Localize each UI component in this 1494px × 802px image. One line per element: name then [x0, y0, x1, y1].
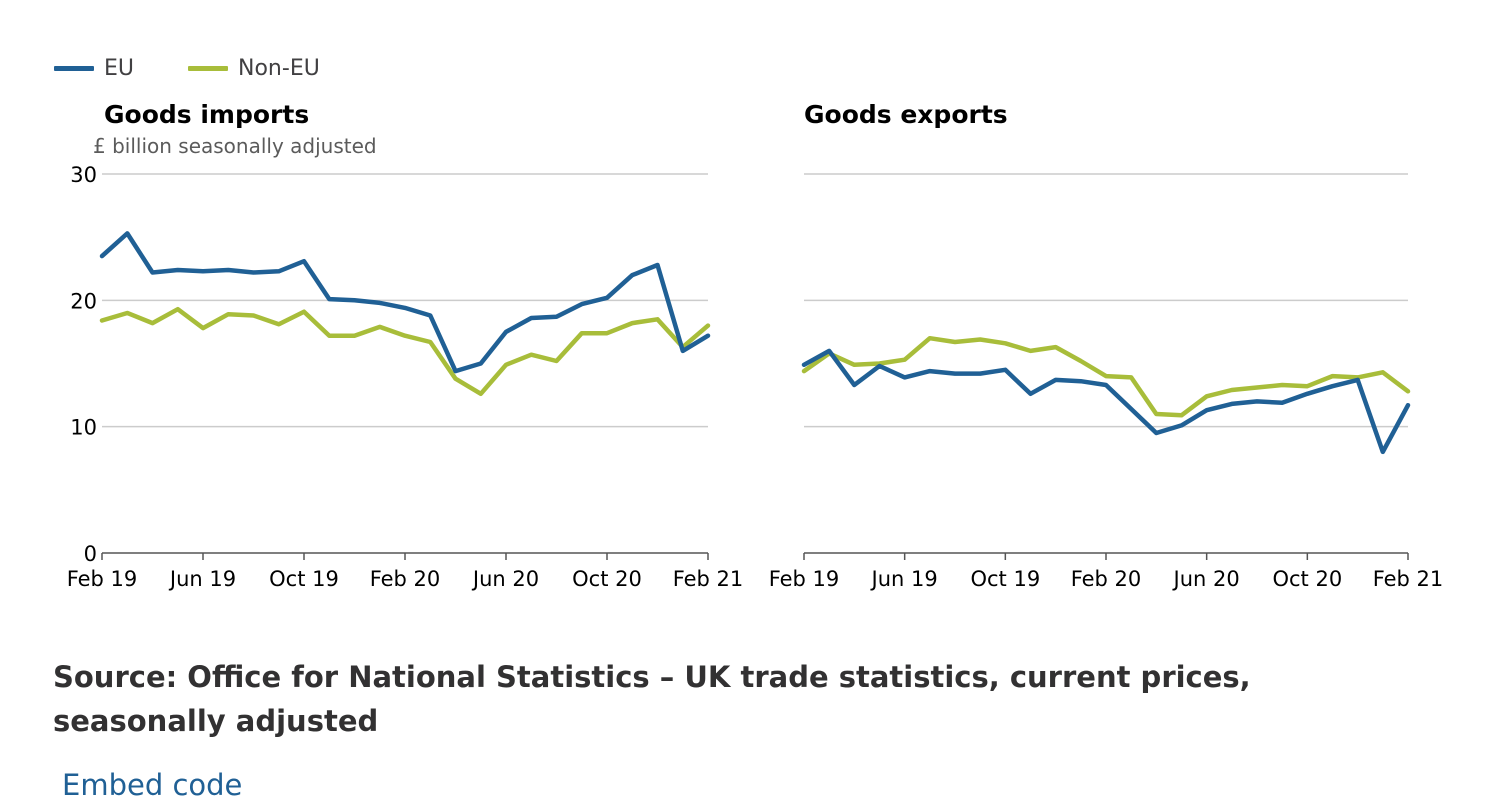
series-line-exports-non-eu — [801, 335, 1411, 418]
x-tick-label-exports-oct-20: Oct 20 — [1272, 567, 1342, 591]
x-tick-label-exports-jun-19: Jun 19 — [870, 567, 938, 591]
legend-swatch-non-eu — [188, 65, 229, 71]
x-tick-label-exports-oct-19: Oct 19 — [970, 567, 1040, 591]
legend-item-non-eu: Non-EU — [188, 56, 320, 81]
x-tick-label-imports-feb-21: Feb 21 — [673, 567, 744, 591]
chart-subtitle-imports: £ billion seasonally adjusted — [93, 134, 377, 158]
source-note: Source: Office for National Statistics –… — [53, 660, 1251, 738]
legend-swatch-eu — [54, 65, 94, 71]
embed-code-link[interactable]: Embed code — [62, 768, 243, 802]
series-line-imports-eu — [99, 231, 711, 374]
chart-legend: EU Non-EU — [54, 54, 374, 82]
chart-panel-exports: Goods exports Feb 19 Jun 19 Oct 19 Feb 20 Jun… — [769, 100, 1444, 591]
x-tick-label-imports-oct-20: Oct 20 — [572, 567, 642, 591]
x-tick-label-exports-feb-19: Feb 19 — [769, 567, 840, 591]
x-tick-label-imports-oct-19: Oct 19 — [269, 567, 339, 591]
x-tick-label-imports-feb-19: Feb 19 — [67, 567, 138, 591]
series-line-exports-eu — [801, 348, 1411, 455]
series-line-imports-non-eu — [99, 306, 711, 397]
x-tick-label-imports-jun-19: Jun 19 — [168, 567, 236, 591]
chart-title-exports: Goods exports — [804, 100, 1008, 129]
chart-area: Goods imports £ billion seasonally adjust… — [67, 100, 1444, 591]
legend-label-non-eu: Non-EU — [238, 55, 320, 81]
chart-panel-imports: Goods imports £ billion seasonally adjust… — [67, 100, 744, 591]
x-tick-label-exports-jun-20: Jun 20 — [1172, 567, 1240, 591]
legend-item-eu: EU — [54, 56, 134, 81]
y-tick-label-10: 10 — [70, 416, 97, 440]
y-tick-label-0: 0 — [84, 542, 97, 566]
x-tick-label-exports-feb-20: Feb 20 — [1071, 567, 1142, 591]
y-tick-label-20: 20 — [70, 289, 97, 313]
legend-label-eu: EU — [104, 55, 135, 81]
chart-title-imports: Goods imports — [104, 100, 309, 129]
y-tick-label-30: 30 — [70, 163, 97, 187]
x-tick-label-imports-feb-20: Feb 20 — [370, 567, 441, 591]
x-tick-label-exports-feb-21: Feb 21 — [1373, 567, 1444, 591]
x-tick-label-imports-jun-20: Jun 20 — [471, 567, 539, 591]
